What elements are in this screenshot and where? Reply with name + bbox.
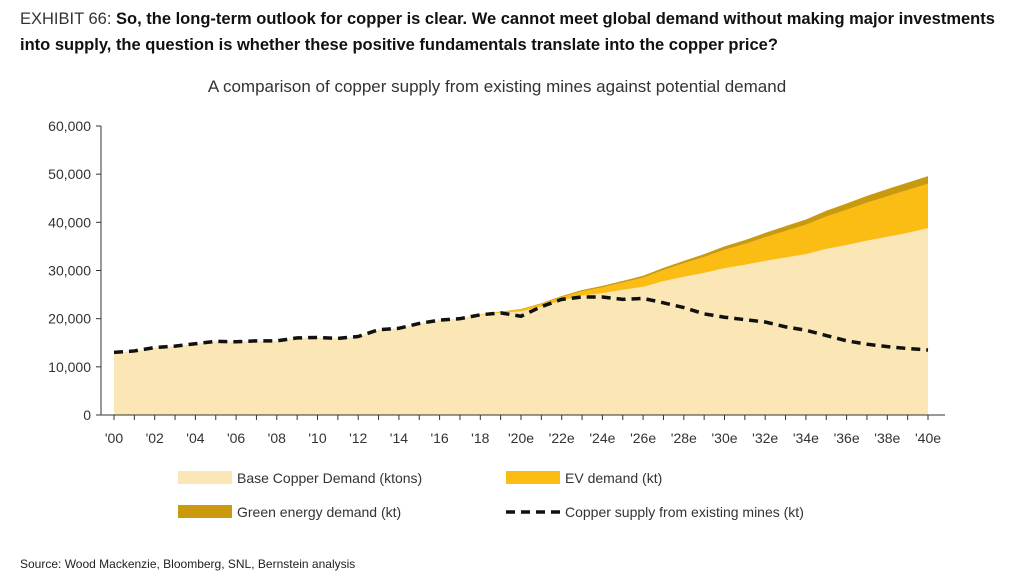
x-tick-label: '18: [471, 430, 489, 446]
x-tick-label: '12: [349, 430, 367, 446]
x-tick-label: '22e: [549, 430, 575, 446]
legend-label-ev-demand-kt: EV demand (kt): [565, 470, 662, 486]
x-tick-label: '14: [390, 430, 408, 446]
y-tick-label: 30,000: [48, 263, 91, 279]
y-tick-label: 20,000: [48, 311, 91, 327]
x-tick-label: '04: [186, 430, 204, 446]
legend: Base Copper Demand (ktons) EV demand (kt)…: [178, 470, 804, 520]
x-tick-label: '38e: [874, 430, 900, 446]
x-tick-label: '06: [227, 430, 245, 446]
source-note: Source: Wood Mackenzie, Bloomberg, SNL, …: [20, 557, 356, 571]
x-tick-label: '08: [268, 430, 286, 446]
supply-line-layer: [113, 295, 929, 355]
legend-swatch-base-copper-demand-ktons: [178, 471, 232, 484]
y-tick-label: 50,000: [48, 166, 91, 182]
exhibit-header: EXHIBIT 66: So, the long-term outlook fo…: [20, 6, 995, 58]
x-tick-label: '30e: [711, 430, 737, 446]
copper-supply-demand-chart: A comparison of copper supply from exist…: [48, 77, 945, 520]
x-tick-label: '10: [308, 430, 326, 446]
axis-layer: 0 10,000 20,000 30,000 40,000 50,000 60,000 '00…: [48, 118, 945, 446]
legend-label-base-copper-demand-ktons: Base Copper Demand (ktons): [237, 470, 422, 486]
x-tick-label: '26e: [630, 430, 656, 446]
legend-label-copper-supply-from-existing-mines-kt: Copper supply from existing mines (kt): [565, 504, 804, 520]
legend-swatch-ev-demand-kt: [506, 471, 560, 484]
area-base-copper-demand-ktons: [114, 228, 928, 415]
legend-label-green-energy-demand-kt: Green energy demand (kt): [237, 504, 401, 520]
x-tick-label: '32e: [752, 430, 778, 446]
supply-line: [113, 295, 929, 355]
x-tick-label: '34e: [793, 430, 819, 446]
x-tick-label: '20e: [508, 430, 534, 446]
exhibit-label: EXHIBIT 66:: [20, 10, 112, 28]
legend-swatch-green-energy-demand-kt: [178, 505, 232, 518]
y-tick-label: 0: [83, 407, 91, 423]
x-tick-label: '00: [105, 430, 123, 446]
x-tick-label: '02: [146, 430, 164, 446]
area-layer: [114, 176, 928, 415]
x-tick-label: '24e: [589, 430, 615, 446]
x-tick-label: '36e: [834, 430, 860, 446]
y-tick-label: 40,000: [48, 214, 91, 230]
exhibit-title: So, the long-term outlook for copper is …: [20, 10, 995, 54]
x-tick-label: '28e: [671, 430, 697, 446]
x-tick-label: '40e: [915, 430, 941, 446]
chart-title: A comparison of copper supply from exist…: [208, 77, 786, 96]
x-tick-label: '16: [430, 430, 448, 446]
y-tick-label: 60,000: [48, 118, 91, 134]
y-tick-label: 10,000: [48, 359, 91, 375]
